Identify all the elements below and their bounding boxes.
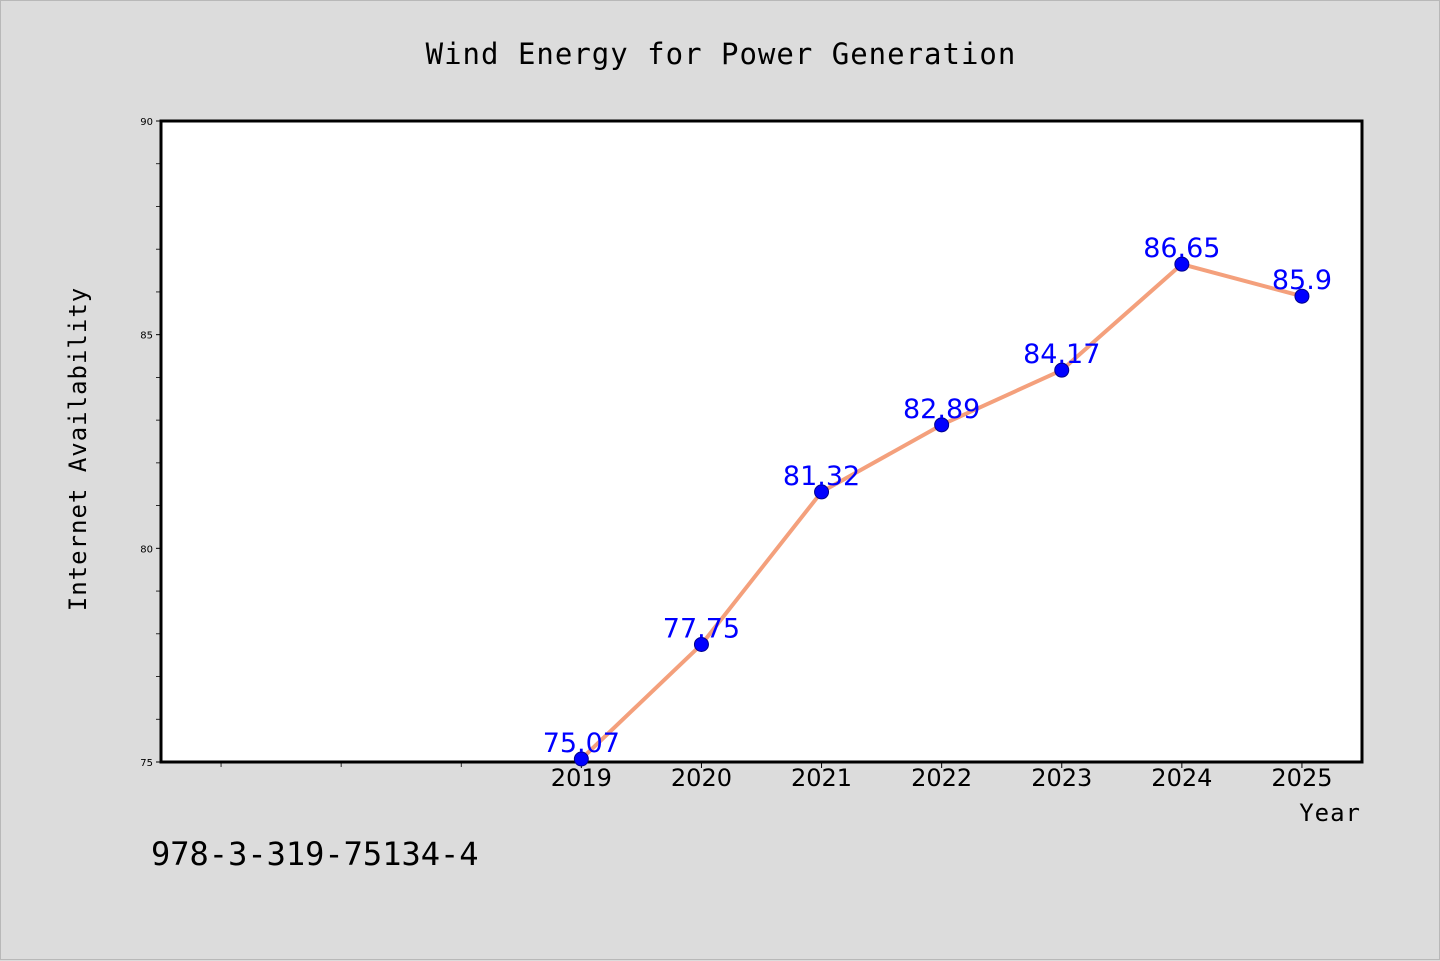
plot-area (159, 119, 1364, 764)
footer-code: 978-3-319-75134-4 (151, 835, 479, 873)
data-point (934, 417, 950, 433)
x-tick-label: 2024 (1151, 764, 1212, 792)
x-tick-label: 2023 (1031, 764, 1092, 792)
data-point (1174, 256, 1190, 272)
y-tick-label: 85 (140, 331, 153, 342)
y-tick-label: 75 (140, 758, 153, 769)
y-tick-label: 90 (140, 117, 153, 128)
data-label: 85.9 (1272, 265, 1332, 296)
data-point (814, 484, 830, 500)
data-point (1294, 288, 1310, 304)
data-label: 77.75 (663, 613, 740, 644)
data-label: 75.07 (543, 728, 620, 759)
series-layer (573, 256, 1310, 767)
x-tick-label: 2022 (911, 764, 972, 792)
x-axis-label: Year (1299, 799, 1361, 827)
x-tick-label: 2019 (551, 764, 612, 792)
chart-title: Wind Energy for Power Generation (426, 37, 1017, 71)
y-tick-label: 80 (140, 544, 153, 555)
data-label: 81.32 (783, 461, 860, 492)
data-point (1054, 362, 1070, 378)
x-tick-label: 2021 (791, 764, 852, 792)
data-label: 84.17 (1023, 339, 1100, 370)
data-label: 82.89 (903, 394, 980, 425)
labels-layer: 75.07 77.75 81.32 82.89 84.17 86.65 85.9 (543, 233, 1332, 759)
ticks-layer: 75 80 85 90 2019 2020 2021 2022 2023 2024 2025 (140, 117, 1332, 792)
y-axis-label: Internet Availability (64, 287, 92, 611)
data-point (693, 636, 709, 652)
data-point (573, 751, 589, 767)
x-tick-label: 2025 (1271, 764, 1332, 792)
x-tick-label: 2020 (671, 764, 732, 792)
data-label: 86.65 (1143, 233, 1220, 264)
